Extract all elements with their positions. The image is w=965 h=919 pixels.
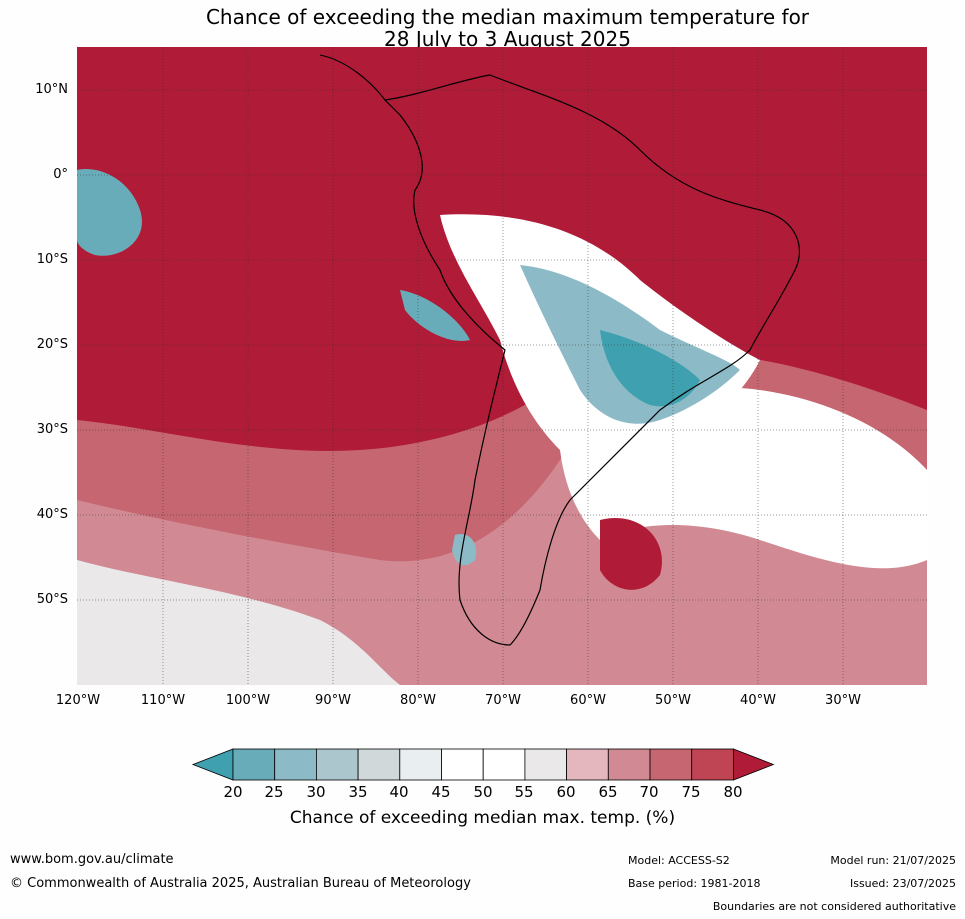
colorbar-tick: 30 [306, 783, 326, 801]
colorbar-arrow-low [191, 748, 234, 781]
map-field [77, 47, 927, 685]
copyright-text: © Commonwealth of Australia 2025, Austra… [10, 876, 471, 891]
colorbar-segment [315, 748, 359, 781]
lon-label: 40°W [740, 693, 776, 708]
disclaimer-text: Boundaries are not considered authoritat… [712, 900, 956, 913]
lat-label: 40°S [36, 507, 68, 522]
colorbar-segment [357, 748, 401, 781]
lat-label: 10°N [35, 82, 68, 97]
lon-label: 120°W [55, 693, 101, 708]
colorbar-segment [399, 748, 442, 781]
zone-20-25 [600, 330, 700, 407]
lat-label: 0° [53, 167, 68, 182]
zone-low-patagonia [452, 534, 477, 566]
colorbar-segment [482, 748, 526, 781]
colorbar-tick: 75 [681, 783, 701, 801]
lon-label: 60°W [570, 693, 606, 708]
lon-label: 100°W [225, 693, 271, 708]
lon-label: 50°W [655, 693, 691, 708]
lon-label: 90°W [315, 693, 351, 708]
issued-text: Issued: 23/07/2025 [849, 877, 956, 890]
graticule [77, 47, 927, 685]
map-title-line2: 28 July to 3 August 2025 [384, 27, 631, 51]
lon-label: 30°W [825, 693, 861, 708]
colorbar-label: Chance of exceeding median max. temp. (%… [289, 808, 676, 828]
lat-label: 20°S [36, 337, 68, 352]
colorbar-tick: 65 [598, 783, 618, 801]
map-title-line1: Chance of exceeding the median maximum t… [205, 5, 810, 29]
lon-label: 80°W [400, 693, 436, 708]
south-america-coastline [383, 74, 801, 646]
colorbar-tick: 60 [556, 783, 576, 801]
colorbar-segment [274, 748, 317, 781]
colorbar-tick: 70 [639, 783, 659, 801]
lat-label: 10°S [36, 252, 68, 267]
colorbar-arrow-high [733, 748, 775, 781]
colorbar-segment [691, 748, 734, 781]
zone-low-west-pacific [77, 169, 142, 256]
colorbar-segment [524, 748, 568, 781]
colorbar-tick: 35 [348, 783, 368, 801]
zone-high-atlantic [600, 518, 662, 590]
lon-label: 110°W [140, 693, 186, 708]
colorbar-segment [649, 748, 693, 781]
central-america-coastline [319, 54, 386, 101]
colorbar-tick: 55 [514, 783, 534, 801]
colorbar-segment [607, 748, 651, 781]
lat-label: 50°S [36, 592, 68, 607]
colorbar-tick: 40 [389, 783, 409, 801]
colorbar-tick: 45 [431, 783, 451, 801]
colorbar-segment [441, 748, 484, 781]
lon-label: 70°W [485, 693, 521, 708]
colorbar-segment [232, 748, 276, 781]
colorbar-tick: 50 [473, 783, 493, 801]
website-text: www.bom.gov.au/climate [10, 852, 174, 867]
colorbar-tick: 25 [264, 783, 284, 801]
model-run-text: Model run: 21/07/2025 [830, 854, 956, 867]
colorbar-tick: 20 [223, 783, 243, 801]
zone-low-peru-coast [400, 290, 470, 341]
colorbar-tick: 80 [723, 783, 743, 801]
model-text: Model: ACCESS-S2 [628, 854, 730, 867]
zone-white-sw [77, 560, 400, 685]
base-period-text: Base period: 1981-2018 [628, 877, 761, 890]
lat-label: 30°S [36, 422, 68, 437]
colorbar-segment [566, 748, 609, 781]
